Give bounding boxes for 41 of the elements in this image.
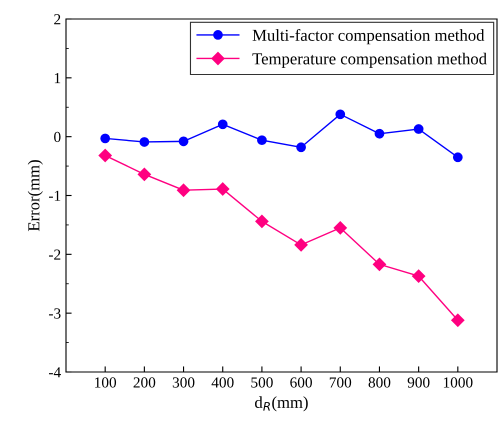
y-tick-label: 2 xyxy=(54,14,60,24)
x-tick-label: 300 xyxy=(172,377,194,388)
point xyxy=(255,214,268,228)
point xyxy=(216,182,230,196)
point xyxy=(140,137,150,147)
y-tick-label: 0 xyxy=(54,132,61,142)
point xyxy=(176,184,190,197)
point xyxy=(374,128,384,139)
point xyxy=(414,124,424,134)
x-tick-label: 800 xyxy=(368,377,390,388)
y-tick-label: 1 xyxy=(54,73,60,84)
point xyxy=(335,109,346,120)
x-tick-label: 1000 xyxy=(444,377,473,388)
x-tick-label: 100 xyxy=(95,377,116,388)
point xyxy=(412,270,426,283)
point xyxy=(452,152,463,162)
y-tick-label: -4 xyxy=(48,367,61,378)
y-tick-label: -1 xyxy=(48,190,60,201)
point xyxy=(372,258,386,271)
x-axis-title: d$_{R}$(mm) xyxy=(255,396,308,412)
point xyxy=(334,221,347,234)
legend-label: Multi-factor compensation method xyxy=(252,29,484,44)
legend-label: Temperature compensation method xyxy=(252,52,487,68)
y-tick-label: -3 xyxy=(48,308,61,319)
point xyxy=(218,119,228,130)
point xyxy=(294,238,308,252)
point xyxy=(178,136,188,146)
point xyxy=(138,168,151,181)
x-tick-label: 600 xyxy=(290,377,312,388)
point xyxy=(100,134,110,144)
point xyxy=(98,148,112,162)
x-tick-label: 500 xyxy=(251,377,273,388)
point xyxy=(451,314,464,327)
x-tick-label: 200 xyxy=(134,377,156,388)
x-tick-label: 900 xyxy=(408,377,430,388)
x-tick-label: 700 xyxy=(330,377,352,388)
point xyxy=(296,142,306,152)
y-tick-label: -2 xyxy=(48,250,60,260)
x-tick-label: 400 xyxy=(212,377,234,388)
y-axis-title: Error(mm) xyxy=(28,160,43,232)
point xyxy=(257,135,267,146)
